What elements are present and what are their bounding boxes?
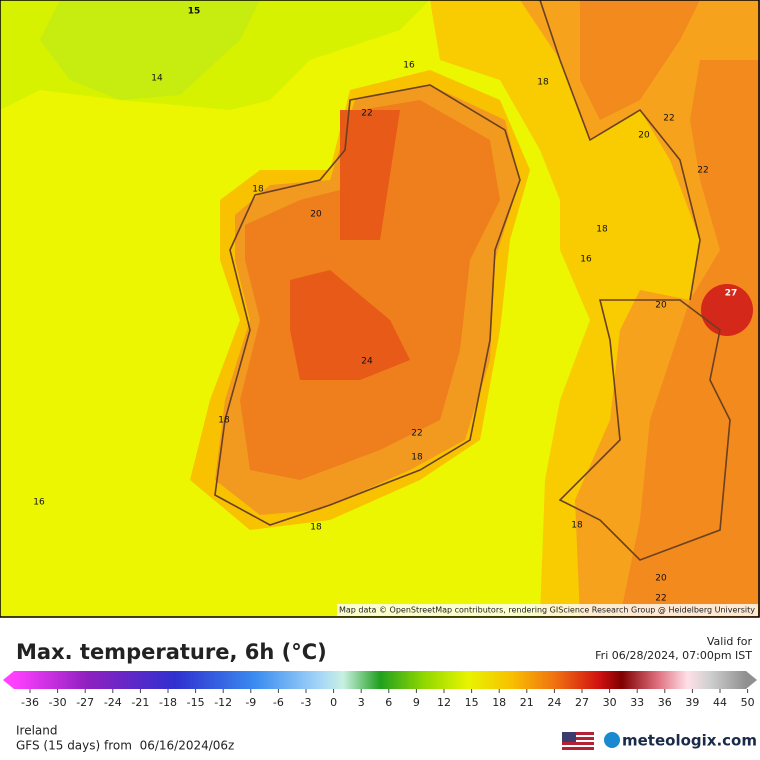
colorbar-tick-label: -36 — [21, 696, 39, 709]
contour-label: 18 — [310, 523, 322, 533]
contour-label: 22 — [411, 429, 422, 439]
contour-label: 18 — [596, 225, 608, 235]
contour-label: 16 — [33, 498, 45, 508]
contour-label: 14 — [151, 74, 163, 84]
map: Map data © OpenStreetMap contributors, r… — [0, 0, 760, 618]
contour-label: 20 — [655, 301, 667, 311]
flag — [562, 732, 594, 750]
colorbar-tick-label: -12 — [214, 696, 232, 709]
contour-label: 16 — [403, 61, 415, 71]
colorbar-tick-label: 3 — [358, 696, 365, 709]
colorbar-tick-label: -6 — [273, 696, 284, 709]
colorbar-tick-label: 12 — [437, 696, 451, 709]
colorbar-arrow — [746, 671, 757, 689]
colorbar-tick-label: 21 — [520, 696, 534, 709]
contour-label: 22 — [697, 166, 708, 176]
colorbar-tick-label: 18 — [492, 696, 506, 709]
contour-label: 22 — [361, 109, 372, 119]
contour-label: 20 — [310, 210, 322, 220]
model-run: GFS (15 days) from 06/16/2024/06z — [16, 739, 234, 753]
contour-label: 20 — [638, 131, 650, 141]
contour-label: 18 — [218, 416, 230, 426]
valid-label: Valid for — [707, 635, 753, 648]
colorbar-tick-label: -24 — [104, 696, 122, 709]
brand-logo — [604, 732, 620, 748]
contour-label: 16 — [580, 255, 592, 265]
valid-time: Fri 06/28/2024, 07:00pm IST — [595, 649, 752, 662]
colorbar-tick-label: -9 — [245, 696, 256, 709]
contour-label: 18 — [537, 78, 549, 88]
colorbar-arrow — [3, 671, 14, 689]
colorbar-tick-label: 30 — [603, 696, 617, 709]
colorbar-tick-label: 39 — [685, 696, 699, 709]
colorbar-tick-label: 15 — [465, 696, 479, 709]
title: Max. temperature, 6h (°C) — [16, 640, 327, 664]
region: Ireland — [16, 724, 58, 738]
contour-label: 18 — [252, 185, 264, 195]
colorbar-tick-label: 6 — [385, 696, 392, 709]
contour-label: 22 — [655, 594, 666, 604]
contour-label: 22 — [663, 114, 674, 124]
colorbar-tick-label: 0 — [330, 696, 337, 709]
colorbar-tick-label: 44 — [713, 696, 727, 709]
contour-label: 18 — [411, 453, 423, 463]
attribution: Map data © OpenStreetMap contributors, r… — [339, 606, 755, 615]
contour-label: 27 — [725, 289, 738, 299]
contour-label: 24 — [361, 357, 373, 367]
colorbar-tick-label: 24 — [547, 696, 561, 709]
colorbar-tick-label: -3 — [301, 696, 312, 709]
colorbar — [14, 671, 746, 689]
colorbar-tick-label: 50 — [741, 696, 755, 709]
colorbar-tick-label: -27 — [76, 696, 94, 709]
contour-label: 20 — [655, 574, 667, 584]
brand[interactable]: meteologix.com — [622, 732, 757, 750]
colorbar-tick-label: 33 — [630, 696, 644, 709]
contour-label: 18 — [571, 521, 583, 531]
colorbar-tick-label: -21 — [131, 696, 149, 709]
colorbar-tick-label: 9 — [413, 696, 420, 709]
colorbar-tick-label: -30 — [49, 696, 67, 709]
colorbar-tick-label: -18 — [159, 696, 177, 709]
colorbar-tick-label: -15 — [187, 696, 205, 709]
contour-label: 15 — [188, 7, 201, 17]
colorbar-tick-label: 27 — [575, 696, 589, 709]
legend-panel: Max. temperature, 6h (°C) Valid for Fri … — [3, 635, 757, 753]
colorbar-tick-label: 36 — [658, 696, 672, 709]
